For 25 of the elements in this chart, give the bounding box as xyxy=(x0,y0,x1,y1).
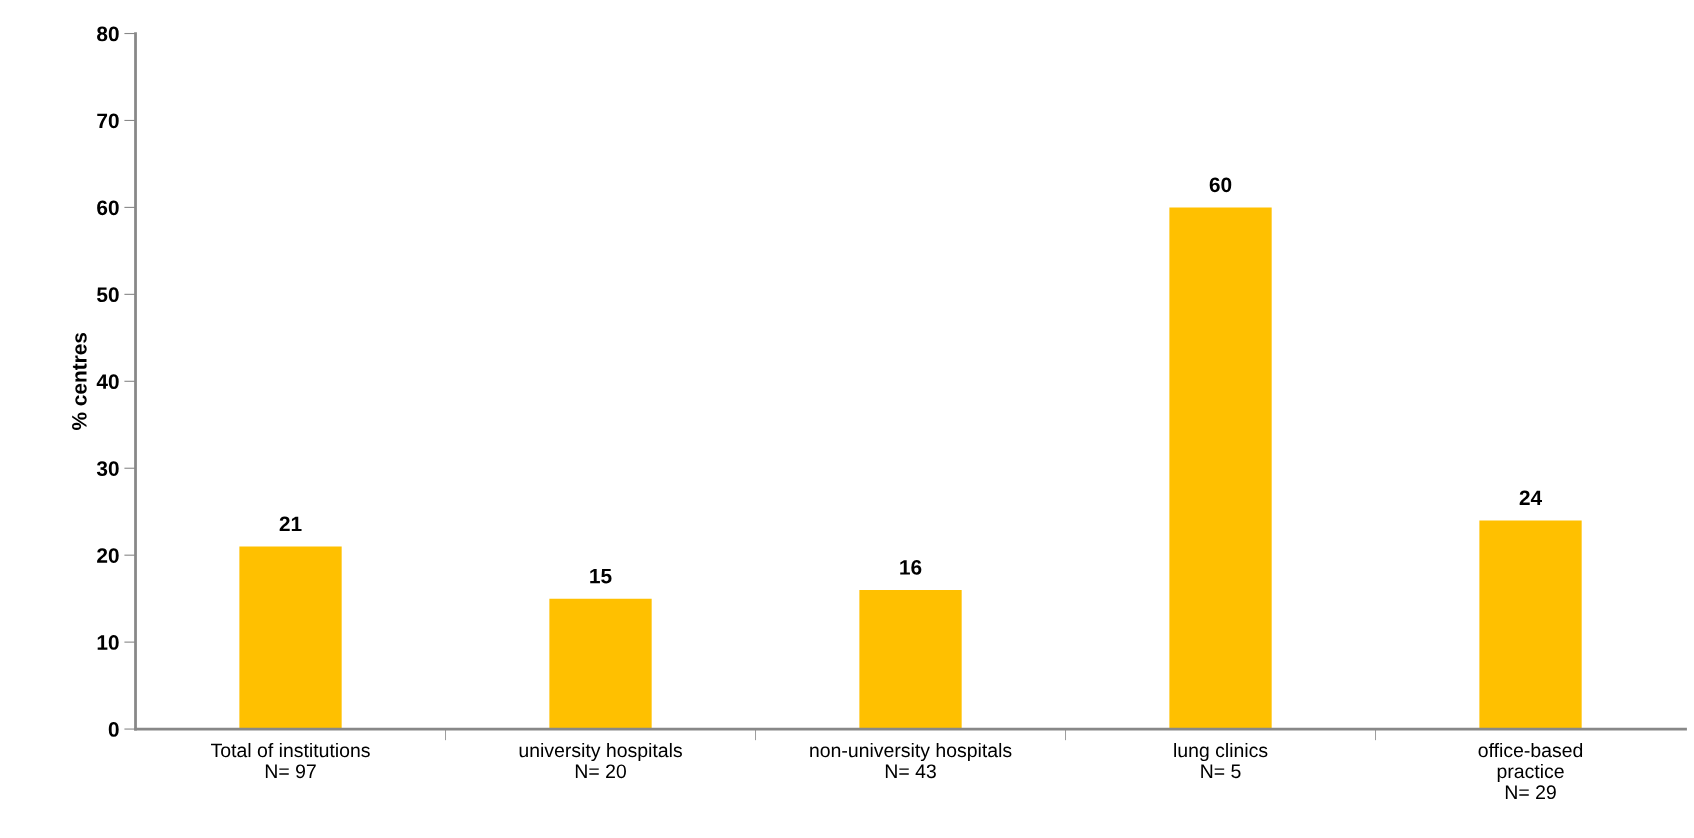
data-label: 60 xyxy=(1209,177,1232,193)
x-tick-label: Total of institutions N= 97 xyxy=(210,742,370,779)
y-tick-label: 40 xyxy=(96,374,119,390)
y-tick-label: 30 xyxy=(96,461,119,477)
y-tick-label: 60 xyxy=(97,200,119,216)
data-label: 24 xyxy=(1519,490,1542,505)
y-tick-label: 10 xyxy=(97,635,119,650)
data-label: 16 xyxy=(900,559,922,575)
bar xyxy=(549,598,652,730)
y-tick-label: 70 xyxy=(97,113,119,129)
x-tick-label: lung clinics N= 5 xyxy=(1174,742,1268,779)
y-tick-label: 80 xyxy=(97,26,119,42)
x-tick-label: office-based practice N= 29 xyxy=(1478,742,1583,800)
bar xyxy=(859,589,962,730)
data-label: 21 xyxy=(279,516,302,532)
x-tick-label: university hospitals N= 20 xyxy=(519,742,682,779)
bar xyxy=(239,546,342,730)
y-tick-label: 20 xyxy=(97,548,119,563)
bar xyxy=(1479,520,1582,730)
y-axis-title: % centres xyxy=(72,332,87,430)
x-tick-label: non-university hospitals N= 43 xyxy=(810,742,1012,779)
y-tick-label: 50 xyxy=(97,287,119,303)
data-label: 15 xyxy=(590,568,612,584)
y-tick-label: 0 xyxy=(108,722,119,737)
bar xyxy=(1169,207,1272,730)
